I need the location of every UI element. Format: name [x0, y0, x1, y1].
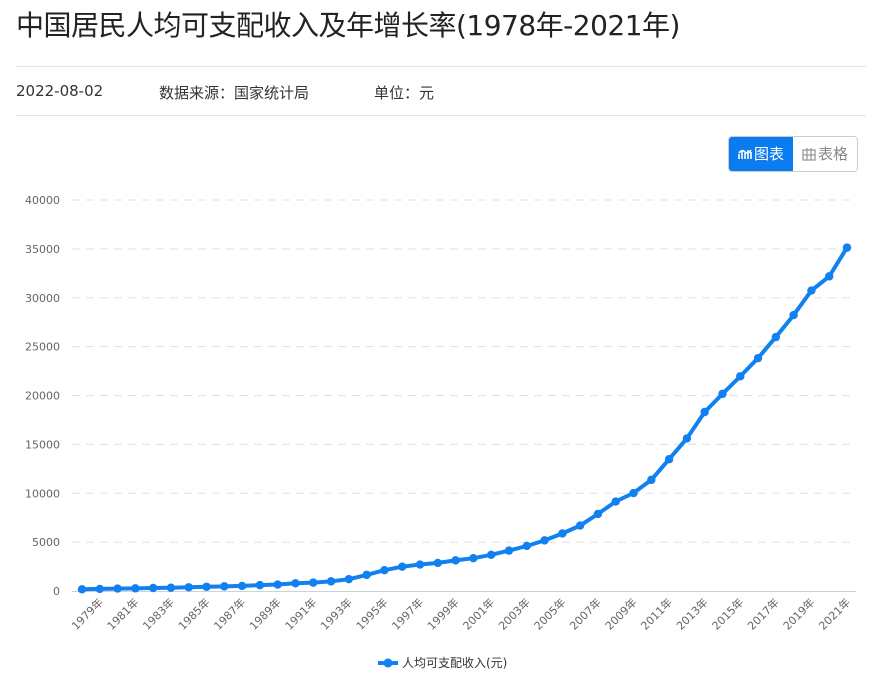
- series-line: [81, 246, 849, 592]
- data-point[interactable]: [522, 541, 531, 551]
- y-tick-label: 30000: [25, 292, 60, 305]
- data-point[interactable]: [647, 475, 656, 485]
- unit-label: 单位：元: [374, 84, 435, 102]
- y-tick-label: 35000: [25, 243, 60, 256]
- x-tick-label: 2013年: [673, 595, 710, 632]
- data-point[interactable]: [825, 272, 834, 281]
- meta-row: 2022-08-02 数据来源：国家统计局 单位：元: [16, 82, 434, 103]
- data-point[interactable]: [842, 243, 852, 252]
- data-point[interactable]: [807, 286, 816, 295]
- data-point[interactable]: [753, 353, 763, 363]
- x-tick-label: 1991年: [282, 595, 319, 632]
- x-tick-label: 2009年: [602, 595, 639, 632]
- data-point[interactable]: [255, 580, 265, 590]
- chart-view-button[interactable]: 图表: [729, 137, 794, 171]
- data-point[interactable]: [148, 583, 158, 593]
- legend-label: 人均可支配收入(元): [402, 656, 508, 670]
- data-point[interactable]: [593, 509, 603, 519]
- data-point[interactable]: [611, 497, 620, 506]
- data-point[interactable]: [326, 577, 336, 586]
- y-tick-label: 0: [53, 585, 60, 598]
- data-point[interactable]: [558, 529, 567, 538]
- x-tick-label: 1993年: [318, 595, 355, 632]
- x-tick-label: 2011年: [638, 595, 675, 632]
- chart-view-label: 图表: [754, 145, 785, 163]
- data-point[interactable]: [718, 389, 727, 399]
- divider-top: [16, 66, 866, 67]
- data-point[interactable]: [469, 553, 478, 563]
- data-point[interactable]: [166, 583, 176, 592]
- x-tick-label: 1997年: [389, 595, 426, 632]
- x-tick-label: 1995年: [353, 595, 390, 632]
- x-tick-label: 2001年: [460, 595, 497, 632]
- data-point[interactable]: [629, 488, 638, 498]
- divider-bottom: [16, 115, 866, 116]
- legend-line-marker-icon: [378, 658, 398, 667]
- data-point[interactable]: [131, 584, 140, 593]
- data-point[interactable]: [362, 570, 371, 580]
- data-point[interactable]: [415, 560, 425, 569]
- x-tick-label: 2017年: [744, 595, 781, 632]
- data-point[interactable]: [77, 585, 87, 594]
- data-point[interactable]: [664, 455, 674, 464]
- data-point[interactable]: [220, 582, 229, 591]
- data-point[interactable]: [398, 562, 407, 571]
- line-chart-icon: [738, 149, 752, 159]
- page-title: 中国居民人均可支配收入及年增长率(1978年-2021年): [16, 9, 680, 42]
- data-point[interactable]: [433, 558, 443, 568]
- data-point[interactable]: [736, 372, 745, 381]
- y-tick-label: 5000: [32, 536, 60, 549]
- x-tick-label: 1983年: [140, 595, 177, 632]
- data-point[interactable]: [682, 434, 692, 443]
- data-point[interactable]: [237, 581, 247, 591]
- data-point[interactable]: [344, 574, 354, 584]
- view-toggle: 图表 表格: [728, 136, 859, 172]
- chart-legend[interactable]: 人均可支配收入(元): [378, 654, 507, 671]
- data-point[interactable]: [309, 578, 318, 587]
- data-point[interactable]: [504, 546, 514, 555]
- x-tick-label: 1979年: [68, 595, 105, 632]
- data-point[interactable]: [95, 584, 104, 594]
- data-source: 数据来源：国家统计局: [159, 84, 310, 102]
- y-tick-label: 15000: [25, 438, 60, 451]
- x-tick-label: 2003年: [495, 595, 532, 632]
- data-point[interactable]: [273, 580, 282, 589]
- data-point[interactable]: [575, 521, 585, 530]
- y-tick-label: 10000: [25, 487, 60, 500]
- x-tick-label: 1999年: [424, 595, 461, 632]
- data-point[interactable]: [113, 584, 122, 593]
- data-point[interactable]: [789, 310, 798, 320]
- data-point[interactable]: [700, 407, 709, 417]
- x-tick-label: 1985年: [175, 595, 212, 632]
- y-tick-label: 20000: [25, 390, 60, 403]
- data-point[interactable]: [184, 583, 193, 592]
- table-view-label: 表格: [818, 145, 849, 163]
- data-point[interactable]: [540, 536, 549, 545]
- x-tick-label: 2019年: [780, 595, 817, 632]
- data-point[interactable]: [486, 550, 496, 560]
- y-tick-label: 25000: [25, 341, 60, 354]
- data-point[interactable]: [202, 582, 211, 591]
- data-point[interactable]: [771, 332, 781, 342]
- data-point[interactable]: [291, 579, 300, 588]
- x-tick-label: 2015年: [709, 595, 746, 632]
- x-tick-label: 2021年: [816, 595, 853, 632]
- x-tick-label: 1981年: [104, 595, 141, 632]
- x-tick-label: 1987年: [211, 595, 248, 632]
- y-tick-label: 40000: [25, 194, 60, 207]
- x-tick-label: 2007年: [567, 595, 604, 632]
- x-tick-label: 1989年: [246, 595, 283, 632]
- table-icon: [802, 147, 816, 161]
- data-point[interactable]: [451, 556, 460, 565]
- table-view-button[interactable]: 表格: [793, 137, 858, 171]
- data-point[interactable]: [380, 565, 389, 575]
- income-line-chart: 0 5000 10000 15000 20000 25000 30000 35000 40000…: [25, 194, 856, 633]
- publish-date: 2022-08-02: [16, 82, 104, 100]
- x-tick-label: 2005年: [531, 595, 568, 632]
